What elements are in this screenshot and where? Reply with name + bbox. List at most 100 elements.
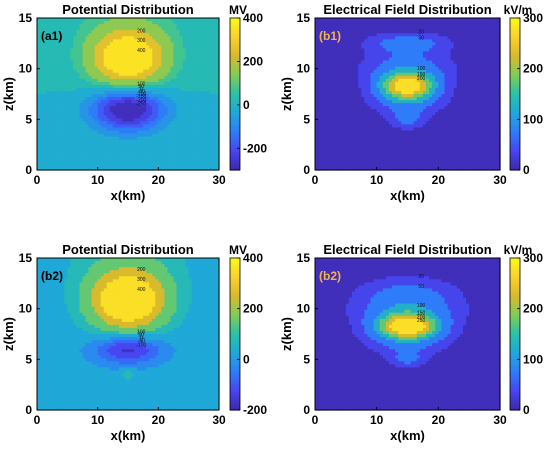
field-cell (76, 36, 81, 40)
field-cell (167, 106, 172, 110)
field-cell (339, 87, 344, 92)
field-cell (345, 60, 350, 65)
field-cell (55, 151, 59, 156)
field-cell (191, 154, 196, 159)
field-cell (70, 18, 74, 22)
field-cell (352, 54, 356, 59)
field-cell (164, 36, 169, 40)
field-cell (206, 42, 211, 46)
field-cell (367, 130, 372, 135)
field-cell (173, 87, 178, 92)
field-cell (336, 45, 341, 49)
field-cell (91, 60, 96, 65)
field-cell (82, 18, 87, 22)
field-cell (131, 148, 135, 153)
field-cell (339, 163, 344, 168)
field-cell (140, 154, 144, 159)
field-cell (128, 66, 132, 71)
field-cell (103, 115, 108, 119)
field-cell (118, 84, 123, 89)
field-cell (215, 118, 220, 122)
field-cell (85, 139, 90, 144)
field-cell (146, 163, 150, 168)
field-cell (134, 154, 138, 159)
field-cell (140, 45, 144, 49)
field-cell (146, 151, 150, 156)
field-cell (128, 69, 132, 74)
field-cell (85, 48, 90, 53)
field-cell (336, 24, 341, 28)
field-cell (152, 60, 156, 65)
field-cell (43, 148, 47, 153)
field-cell (342, 130, 347, 135)
field-cell (67, 66, 71, 71)
field-cell (70, 63, 74, 68)
field-cell (342, 157, 347, 162)
field-cell (321, 163, 325, 168)
field-cell (164, 106, 169, 110)
field-cell (40, 109, 44, 113)
field-cell (88, 90, 93, 95)
field-cell (67, 87, 71, 92)
field-cell (134, 51, 138, 56)
field-cell (58, 90, 62, 95)
field-cell (197, 166, 202, 171)
field-cell (152, 66, 156, 71)
field-cell (315, 163, 319, 168)
field-cell (158, 103, 162, 107)
field-cell (330, 97, 335, 101)
field-cell (79, 94, 84, 98)
field-cell (330, 39, 335, 43)
field-cell (361, 133, 365, 138)
field-cell (164, 163, 169, 168)
field-cell (55, 127, 59, 132)
field-cell (206, 45, 211, 49)
field-cell (100, 124, 105, 129)
field-cell (321, 124, 325, 129)
field-cell (212, 163, 217, 168)
field-cell (91, 142, 96, 147)
field-cell (330, 103, 335, 107)
field-cell (327, 54, 332, 59)
field-cell (176, 115, 181, 119)
field-cell (182, 124, 187, 129)
field-cell (188, 112, 193, 116)
field-cell (367, 151, 372, 156)
field-cell (348, 84, 353, 89)
field-cell (112, 72, 117, 77)
field-cell (318, 148, 322, 153)
field-cell (128, 54, 132, 59)
field-cell (176, 18, 181, 22)
field-cell (88, 45, 93, 49)
field-cell (131, 63, 135, 68)
field-cell (330, 36, 335, 40)
field-cell (97, 124, 102, 129)
field-cell (140, 103, 144, 107)
field-cell (342, 24, 347, 28)
field-cell (40, 72, 44, 77)
field-cell (143, 27, 147, 31)
field-cell (43, 109, 47, 113)
field-cell (94, 124, 99, 129)
field-cell (364, 21, 369, 25)
field-cell (179, 57, 184, 62)
field-cell (336, 36, 341, 40)
field-cell (200, 115, 205, 119)
field-cell (76, 145, 81, 150)
field-cell (112, 160, 117, 165)
field-cell (339, 30, 344, 34)
field-cell (67, 142, 71, 147)
field-cell (55, 130, 59, 135)
field-cell (124, 148, 129, 153)
field-cell (103, 148, 108, 153)
field-cell (324, 51, 328, 56)
field-cell (73, 48, 78, 53)
field-cell (52, 124, 56, 129)
field-cell (179, 87, 184, 92)
field-cell (124, 136, 129, 141)
field-cell (115, 72, 120, 77)
field-cell (348, 157, 353, 162)
field-cell (88, 75, 93, 80)
field-cell (115, 75, 120, 80)
colorbar-segment (230, 48, 240, 52)
